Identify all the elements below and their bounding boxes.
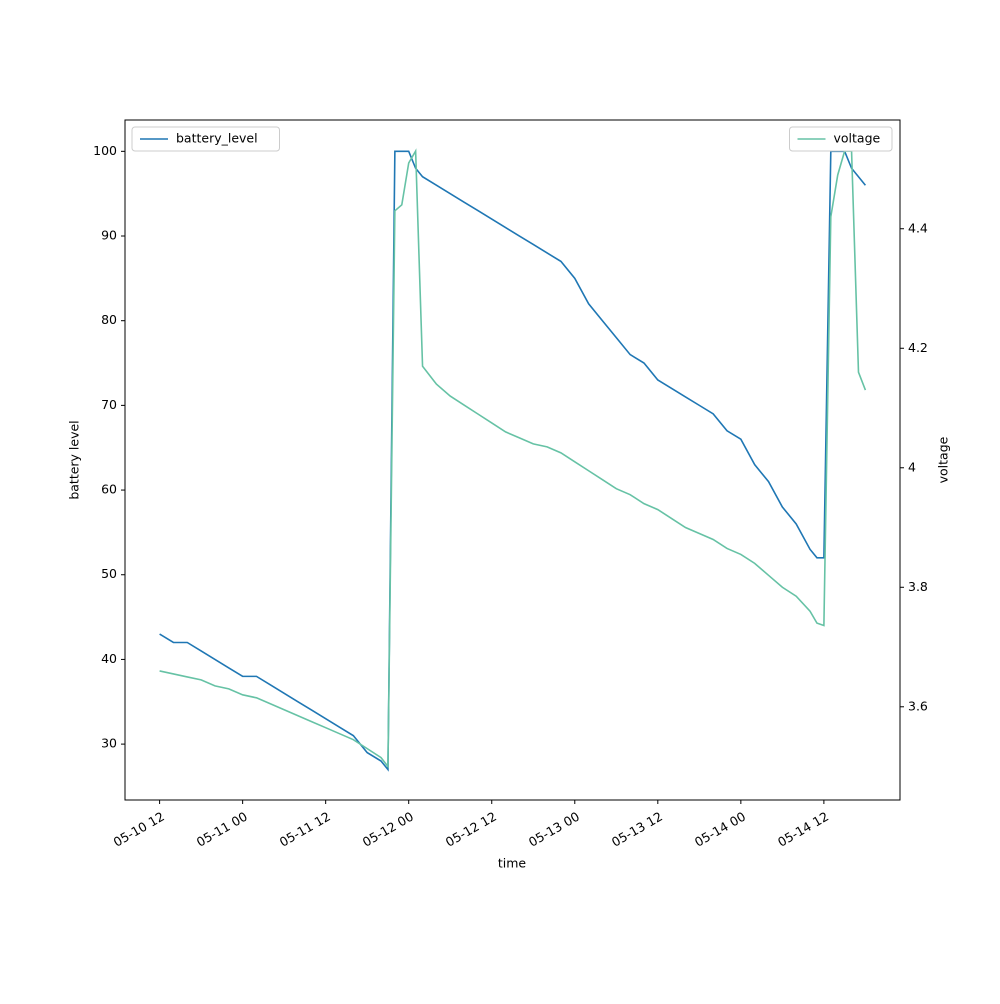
legend-box <box>131 126 280 152</box>
line-series <box>159 150 867 772</box>
y2-tick-label: 3.6 <box>908 698 928 713</box>
y-tick-label: 30 <box>101 736 117 751</box>
legend-label: voltage <box>834 131 881 146</box>
y2-tick-label: 4 <box>908 459 916 474</box>
line-series <box>159 148 867 769</box>
legend-box <box>789 126 893 152</box>
legend-label: battery_level <box>176 131 258 146</box>
y-tick-label: 100 <box>93 143 117 158</box>
y2-tick-label: 3.8 <box>908 579 928 594</box>
y-tick-label: 50 <box>101 566 117 581</box>
y-tick-label: 40 <box>101 651 117 666</box>
y-tick-label: 80 <box>101 312 117 327</box>
y-axis-label: battery level <box>67 420 82 499</box>
y-tick-label: 90 <box>101 228 117 243</box>
plot-frame <box>124 119 901 801</box>
x-axis-label: time <box>498 856 527 871</box>
y2-axis-label: voltage <box>936 436 951 483</box>
y2-tick-label: 4.4 <box>908 220 928 235</box>
y-tick-label: 70 <box>101 397 117 412</box>
y-tick-label: 60 <box>101 482 117 497</box>
y2-tick-label: 4.2 <box>908 340 928 355</box>
